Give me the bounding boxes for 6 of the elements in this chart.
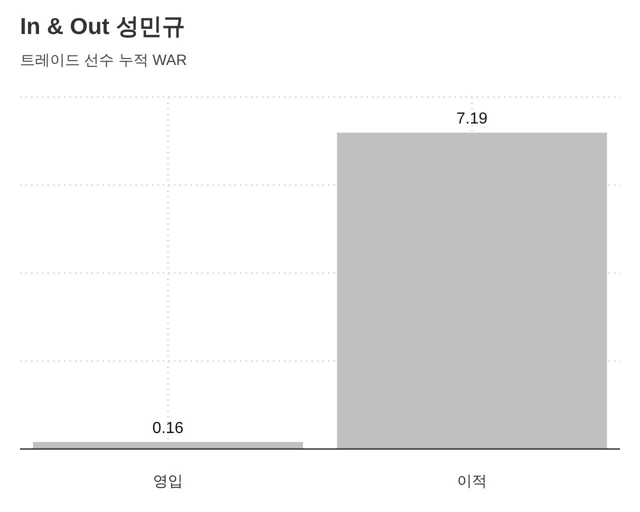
chart-title: In & Out 성민규 <box>20 13 185 39</box>
chart-subtitle: 트레이드 선수 누적 WAR <box>20 52 188 69</box>
data-label: 7.19 <box>456 110 488 128</box>
x-tick-label: 이적 <box>457 473 487 490</box>
x-tick-label: 영입 <box>153 473 183 490</box>
data-label: 0.16 <box>152 420 184 437</box>
